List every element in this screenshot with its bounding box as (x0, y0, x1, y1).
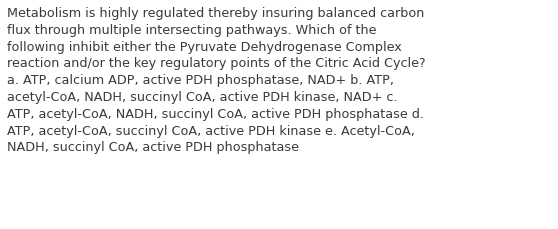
Text: Metabolism is highly regulated thereby insuring balanced carbon
flux through mul: Metabolism is highly regulated thereby i… (7, 7, 426, 154)
